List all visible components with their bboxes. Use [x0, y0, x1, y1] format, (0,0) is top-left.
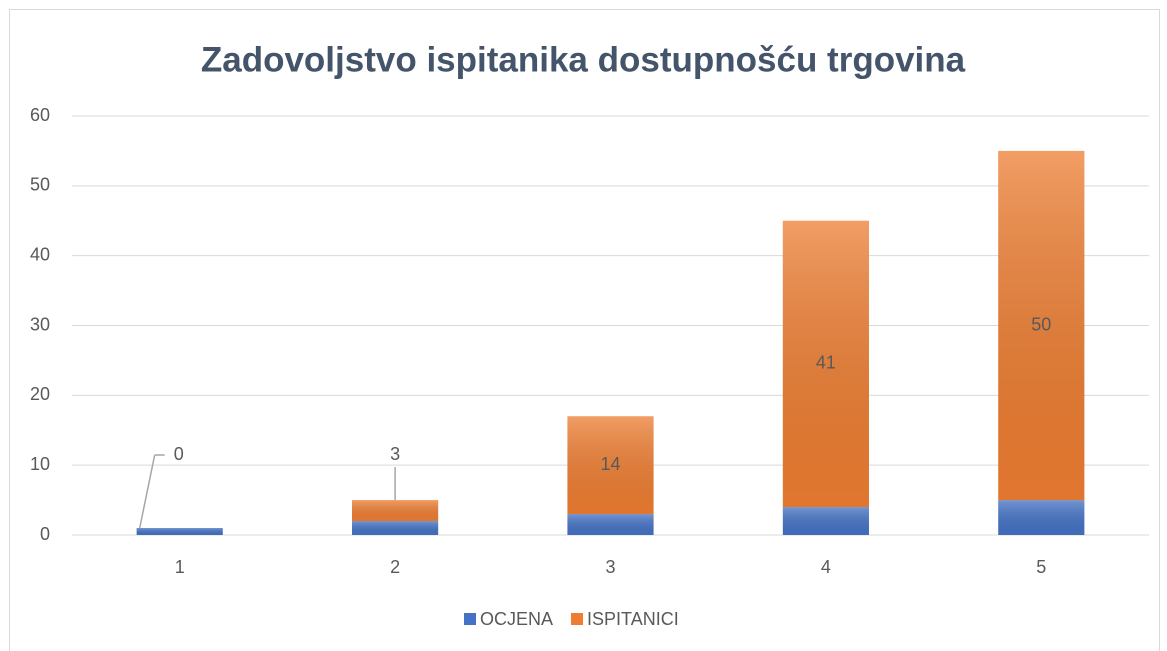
x-tick-label: 2 — [390, 557, 400, 577]
bar-shine — [782, 507, 869, 535]
y-tick-label: 30 — [30, 314, 50, 334]
bar-shine — [352, 500, 439, 522]
x-tick-label: 4 — [821, 557, 831, 577]
data-label: 14 — [600, 454, 620, 474]
x-tick-label: 5 — [1036, 557, 1046, 577]
y-tick-label: 60 — [30, 105, 50, 125]
x-tick-label: 1 — [175, 557, 185, 577]
legend-label: OCJENA — [480, 609, 553, 629]
y-tick-label: 40 — [30, 244, 50, 264]
data-label: 0 — [174, 444, 184, 464]
y-tick-label: 50 — [30, 175, 50, 195]
data-label: 41 — [816, 353, 836, 373]
legend-swatch — [571, 613, 584, 625]
legend-label: ISPITANICI — [587, 609, 679, 629]
data-label: 3 — [390, 444, 400, 464]
bar-shine — [998, 500, 1085, 535]
data-label: 50 — [1031, 314, 1051, 334]
chart-frame — [9, 9, 1160, 651]
y-tick-label: 10 — [30, 454, 50, 474]
leader-line — [138, 454, 156, 529]
x-tick-label: 3 — [605, 557, 615, 577]
y-tick-label: 20 — [30, 384, 50, 404]
bar-shine — [567, 416, 654, 515]
legend-swatch — [464, 613, 476, 625]
bar-shine — [136, 528, 223, 535]
bar-shine — [567, 514, 654, 535]
bar-shine — [352, 521, 439, 535]
chart-title: Zadovoljstvo ispitanika dostupnošću trgo… — [201, 40, 966, 79]
y-tick-label: 0 — [40, 524, 50, 544]
bar-shine — [782, 220, 869, 508]
bar-shine — [998, 150, 1085, 501]
